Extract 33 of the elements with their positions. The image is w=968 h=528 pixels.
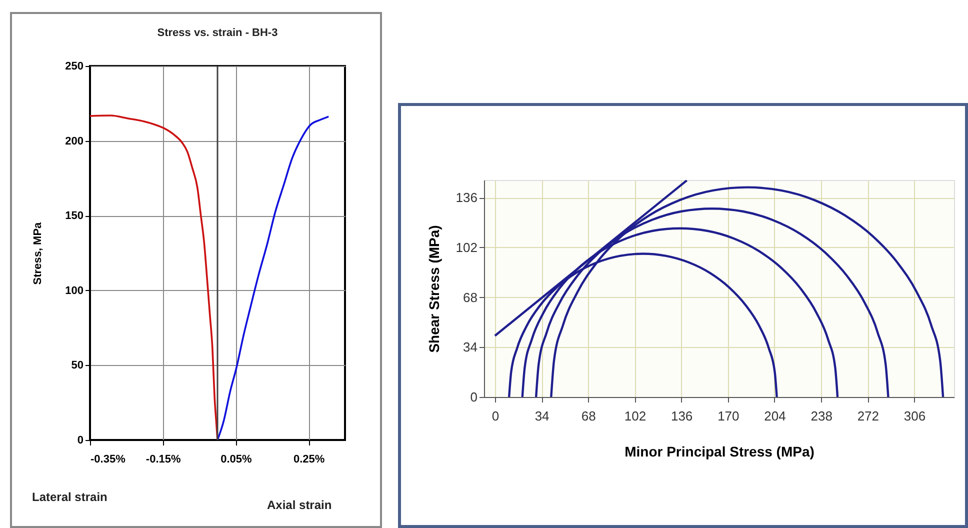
y-axis-title: Shear Stress (MPa) bbox=[426, 225, 442, 353]
chart-title: Stress vs. strain - BH-3 bbox=[157, 27, 278, 39]
x-tick-label: 170 bbox=[718, 408, 740, 424]
x-tick-label: 272 bbox=[857, 408, 880, 424]
text: Lateral strain bbox=[32, 490, 108, 504]
y-tick-label: 100 bbox=[65, 284, 84, 297]
x-tick-label: 0.05% bbox=[220, 454, 252, 466]
y-tick-label: 0 bbox=[77, 434, 84, 446]
y-tick-label: 102 bbox=[456, 240, 478, 255]
y-tick-label: 150 bbox=[65, 210, 84, 222]
x-tick-label: -0.35% bbox=[90, 454, 126, 466]
y-tick-label: 200 bbox=[65, 135, 84, 148]
x-tick-label: 68 bbox=[581, 408, 596, 424]
y-tick-label: 0 bbox=[470, 390, 478, 404]
y-tick-label: 136 bbox=[456, 190, 478, 206]
x-tick-label: 238 bbox=[810, 408, 832, 424]
text: Axial strain bbox=[267, 498, 332, 512]
y-tick-label: 50 bbox=[71, 360, 84, 372]
y-axis-title: Stress, MPa bbox=[32, 221, 44, 285]
y-tick-label: 34 bbox=[463, 340, 478, 355]
x-tick-label: 204 bbox=[764, 408, 786, 424]
y-tick-label: 68 bbox=[463, 290, 478, 305]
x-tick-label: -0.15% bbox=[146, 454, 181, 466]
line-series bbox=[90, 114, 218, 440]
line-series bbox=[216, 116, 330, 440]
x-tick-label: 0.25% bbox=[293, 454, 325, 466]
x-tick-label: 102 bbox=[624, 408, 646, 424]
x-tick-label: 306 bbox=[904, 408, 926, 424]
y-tick-label: 250 bbox=[65, 60, 84, 72]
x-tick-label: 34 bbox=[534, 408, 550, 424]
x-axis-title: Minor Principal Stress (MPa) bbox=[624, 444, 814, 460]
x-tick-label: 136 bbox=[670, 408, 693, 424]
x-tick-label: 0 bbox=[492, 408, 500, 424]
